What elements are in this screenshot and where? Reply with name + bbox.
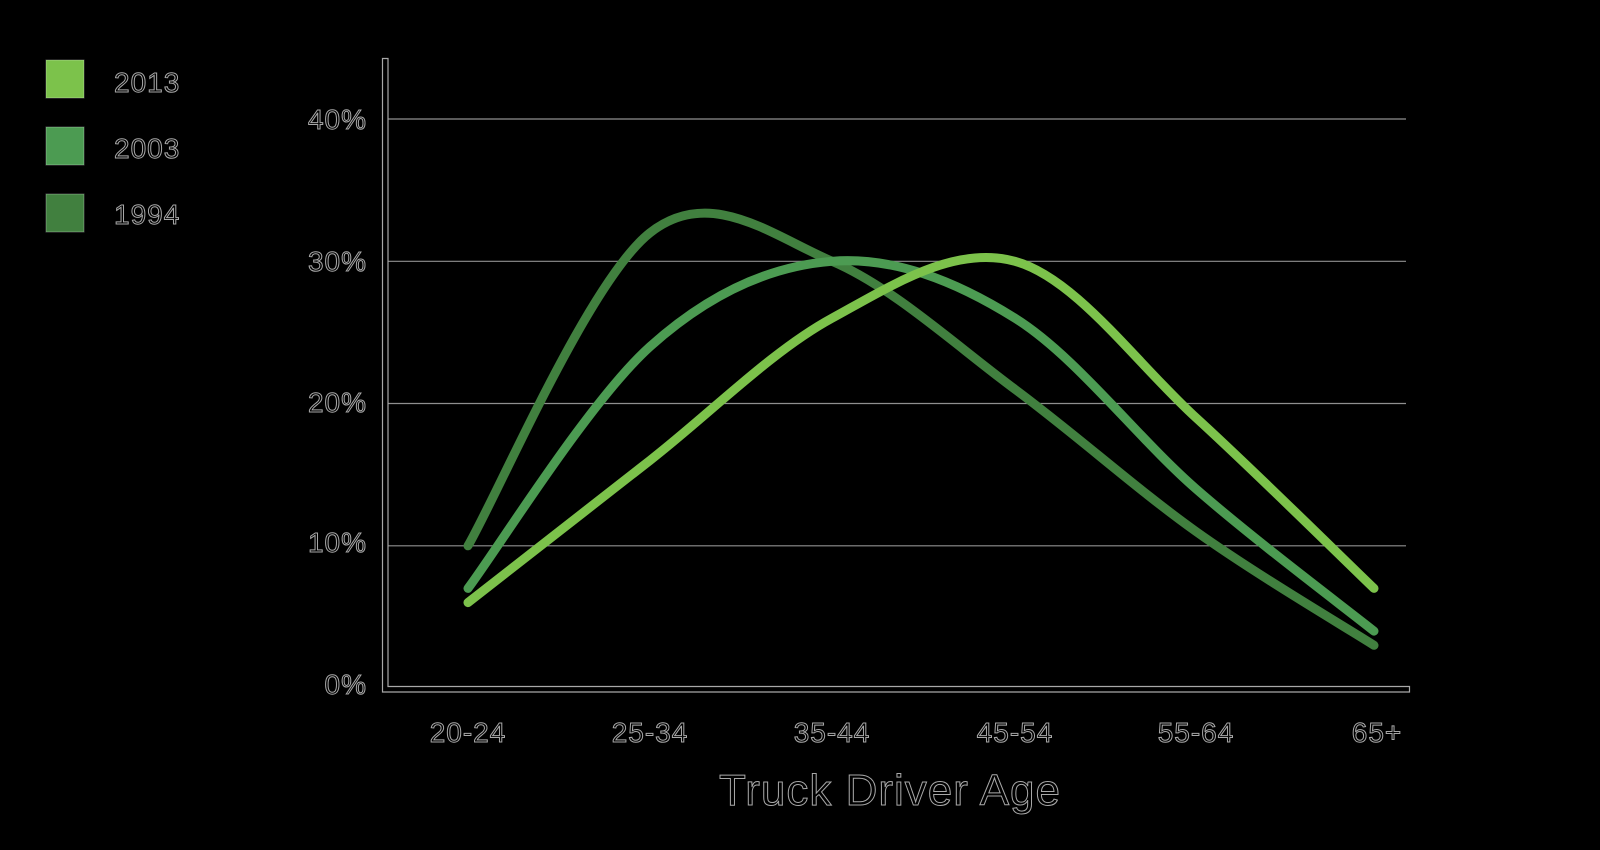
legend-swatch-2013 (45, 59, 85, 99)
legend-label-2003: 2003 (114, 133, 180, 164)
x-tick-20-24: 20-24 (430, 717, 507, 748)
y-tick-10: 10% (308, 527, 367, 558)
y-tick-40: 40% (308, 104, 367, 135)
x-axis-title: Truck Driver Age (719, 766, 1061, 815)
y-tick-30: 30% (308, 246, 367, 277)
y-tick-labels: 40% 30% 20% 10% 0% (307, 104, 367, 701)
x-tick-labels: 20-24 25-34 35-44 45-54 55-64 65+ (429, 717, 1403, 749)
x-tick-35-44: 35-44 (794, 717, 871, 748)
x-tick-25-34: 25-34 (612, 717, 689, 748)
x-tick-55-64: 55-64 (1158, 717, 1235, 748)
legend: 2013 2003 1994 (45, 59, 180, 233)
y-tick-0: 0% (325, 669, 367, 700)
curve-1994 (463, 208, 1379, 650)
gridlines (388, 118, 1406, 547)
y-tick-20: 20% (308, 387, 367, 418)
curve-2013 (463, 253, 1379, 608)
x-tick-65plus: 65+ (1352, 717, 1403, 748)
legend-label-2013: 2013 (114, 67, 180, 98)
series-curves (463, 208, 1379, 650)
x-tick-45-54: 45-54 (977, 717, 1054, 748)
legend-swatch-2003 (45, 126, 85, 166)
legend-swatch-1994 (45, 193, 85, 233)
axis-frame (381, 57, 1411, 693)
legend-label-1994: 1994 (114, 199, 180, 230)
